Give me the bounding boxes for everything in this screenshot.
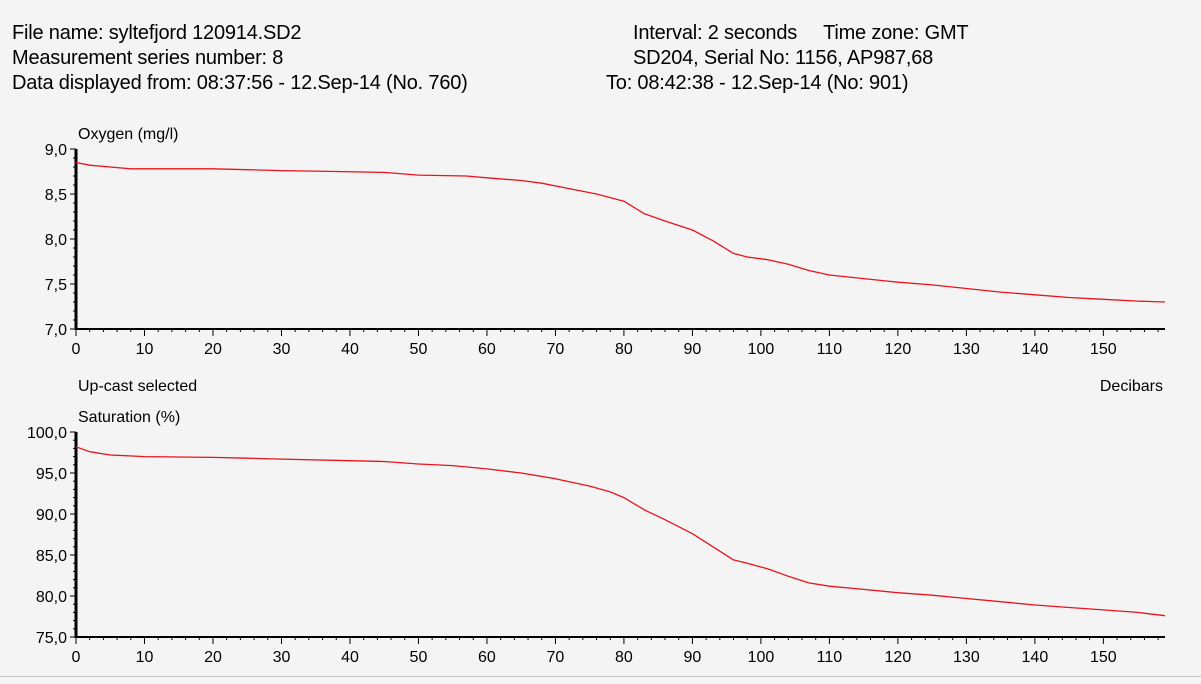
- oxygen-x-tick-label: 90: [684, 341, 702, 358]
- oxygen-x-tick-label: 150: [1090, 341, 1117, 358]
- oxygen-x-tick-label: 30: [273, 341, 291, 358]
- oxygen-x-tick-label: 40: [341, 341, 359, 358]
- oxygen-x-tick-label: 20: [204, 341, 222, 358]
- oxygen-x-tick-label: 110: [817, 341, 843, 358]
- saturation-series-line: [75, 446, 1166, 617]
- oxygen-x-tick-label: 50: [410, 341, 428, 358]
- saturation-y-tick-label: 85,0: [36, 548, 67, 565]
- oxygen-x-tick-label: 140: [1022, 341, 1049, 358]
- device-label: SD204, Serial No: 1156, AP987,68: [633, 47, 934, 69]
- saturation-x-tick-label: 50: [410, 649, 428, 666]
- saturation-x-tick-label: 130: [953, 649, 980, 666]
- interval-timezone-label: Interval: 2 seconds Time zone: GMT: [633, 21, 969, 46]
- oxygen-x-tick-label: 120: [885, 341, 912, 358]
- frame-divider: [0, 676, 1201, 677]
- oxygen-series-line: [75, 161, 1166, 303]
- saturation-x-tick-label: 110: [817, 649, 843, 666]
- saturation-x-tick-label: 90: [684, 649, 702, 666]
- time-zone-label: Time zone: GMT: [823, 22, 969, 44]
- oxygen-axis-title: Oxygen (mg/l): [78, 126, 178, 143]
- saturation-y-tick-label: 100,0: [27, 425, 67, 442]
- saturation-x-tick-label: 140: [1022, 649, 1049, 666]
- saturation-y-tick-label: 75,0: [36, 630, 67, 647]
- oxygen-y-tick-label: 7,0: [45, 322, 67, 339]
- file-name-label: File name: syltefjord 120914.SD2: [12, 22, 302, 44]
- displayed-from-label: Data displayed from: 08:37:56 - 12.Sep-1…: [12, 72, 468, 94]
- oxygen-x-tick-label: 100: [748, 341, 775, 358]
- saturation-x-tick-label: 100: [748, 649, 775, 666]
- saturation-x-tick-label: 30: [273, 649, 291, 666]
- oxygen-x-tick-label: 60: [478, 341, 496, 358]
- oxygen-y-tick-label: 8,5: [45, 187, 67, 204]
- oxygen-x-tick-label: 70: [547, 341, 565, 358]
- saturation-y-tick-label: 80,0: [36, 589, 67, 606]
- saturation-y-tick-label: 95,0: [36, 466, 67, 483]
- saturation-axis-title: Saturation (%): [78, 409, 180, 426]
- oxygen-y-tick-label: 8,0: [45, 232, 67, 249]
- displayed-to-label: To: 08:42:38 - 12.Sep-14 (No: 901): [606, 72, 909, 94]
- oxygen-x-tick-label: 10: [136, 341, 154, 358]
- saturation-x-tick-label: 0: [72, 649, 81, 666]
- saturation-x-tick-label: 60: [478, 649, 496, 666]
- oxygen-y-tick-label: 7,5: [45, 277, 67, 294]
- saturation-x-tick-label: 10: [136, 649, 154, 666]
- saturation-x-tick-label: 80: [615, 649, 633, 666]
- saturation-x-tick-label: 150: [1090, 649, 1117, 666]
- interval-label: Interval: 2 seconds: [633, 22, 798, 44]
- oxygen-y-tick-label: 9,0: [45, 142, 67, 159]
- oxygen-x-tick-label: 0: [72, 341, 81, 358]
- saturation-x-tick-label: 20: [204, 649, 222, 666]
- upcast-annotation: Up-cast selected: [78, 378, 197, 395]
- saturation-x-tick-label: 40: [341, 649, 359, 666]
- saturation-x-tick-label: 70: [547, 649, 565, 666]
- series-number-label: Measurement series number: 8: [12, 47, 284, 69]
- saturation-y-tick-label: 90,0: [36, 507, 67, 524]
- oxygen-x-tick-label: 130: [953, 341, 980, 358]
- x-axis-label-decibars: Decibars: [1100, 378, 1163, 395]
- saturation-x-tick-label: 120: [885, 649, 912, 666]
- oxygen-x-tick-label: 80: [615, 341, 633, 358]
